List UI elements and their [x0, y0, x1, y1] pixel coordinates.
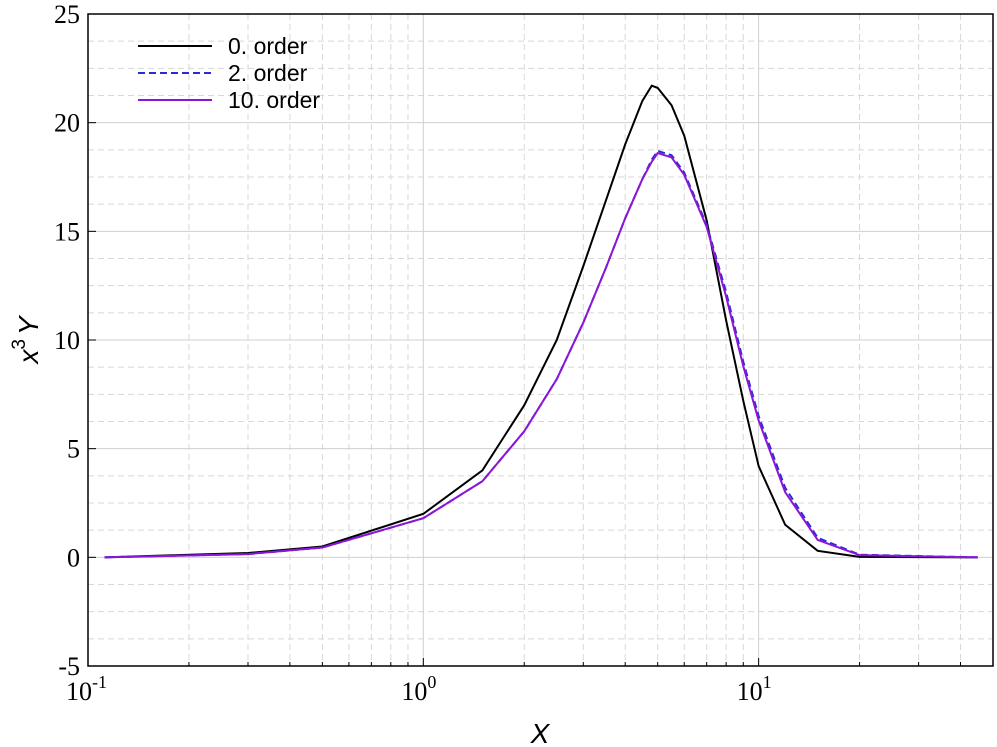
legend-label: 10. order [228, 87, 320, 113]
series-line [104, 149, 978, 559]
y-tick-label: 10 [54, 326, 80, 355]
y-tick-label: 0 [67, 543, 80, 572]
x-tick-base: 10 [737, 677, 763, 706]
x-tick-exponent: 1 [763, 672, 772, 692]
x-axis-title: X [530, 718, 551, 747]
x-tick-exponent: -1 [92, 672, 107, 692]
legend-label: 0. order [228, 33, 308, 59]
x-tick-label: 101 [737, 672, 772, 706]
x-tick-label: 10-1 [66, 672, 107, 706]
legend-label: 2. order [228, 60, 308, 86]
y-axis-title: x3 Y [9, 314, 44, 366]
y-tick-label: 20 [54, 109, 80, 138]
x-tick-base: 10 [66, 677, 92, 706]
x-tick-base: 10 [401, 677, 427, 706]
y-tick-label: -5 [58, 652, 80, 681]
series-line [104, 84, 978, 559]
x-tick-exponent: 0 [427, 672, 436, 692]
y-axis-title-base: x [13, 349, 44, 366]
y-tick-label: 5 [67, 435, 80, 464]
y-tick-label: 25 [54, 0, 80, 29]
plot-frame [87, 13, 994, 667]
y-axis-title-superscript: 3 [9, 339, 30, 350]
series-line [104, 151, 978, 559]
y-axis-title-suffix: Y [13, 314, 44, 335]
x-tick-label: 100 [401, 672, 436, 706]
y-tick-label: 15 [54, 217, 80, 246]
